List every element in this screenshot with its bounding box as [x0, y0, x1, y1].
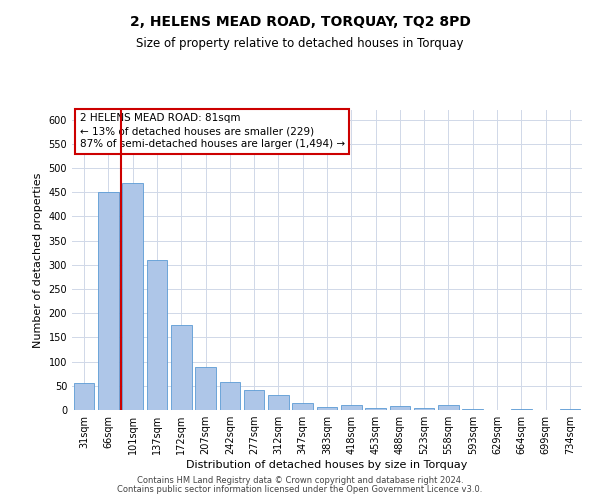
- Text: Size of property relative to detached houses in Torquay: Size of property relative to detached ho…: [136, 38, 464, 51]
- Bar: [511, 408, 532, 410]
- Bar: [122, 182, 143, 410]
- Y-axis label: Number of detached properties: Number of detached properties: [33, 172, 43, 348]
- Bar: [292, 402, 313, 410]
- Bar: [244, 390, 265, 410]
- Bar: [317, 406, 337, 410]
- Bar: [268, 394, 289, 410]
- Text: 2 HELENS MEAD ROAD: 81sqm
← 13% of detached houses are smaller (229)
87% of semi: 2 HELENS MEAD ROAD: 81sqm ← 13% of detac…: [80, 113, 345, 150]
- Text: 2, HELENS MEAD ROAD, TORQUAY, TQ2 8PD: 2, HELENS MEAD ROAD, TORQUAY, TQ2 8PD: [130, 15, 470, 29]
- Text: Contains HM Land Registry data © Crown copyright and database right 2024.: Contains HM Land Registry data © Crown c…: [137, 476, 463, 485]
- Text: Contains public sector information licensed under the Open Government Licence v3: Contains public sector information licen…: [118, 485, 482, 494]
- X-axis label: Distribution of detached houses by size in Torquay: Distribution of detached houses by size …: [187, 460, 467, 470]
- Bar: [438, 405, 459, 410]
- Bar: [560, 408, 580, 410]
- Bar: [389, 406, 410, 410]
- Bar: [98, 192, 119, 410]
- Bar: [146, 260, 167, 410]
- Bar: [365, 408, 386, 410]
- Bar: [220, 382, 240, 410]
- Bar: [195, 368, 216, 410]
- Bar: [171, 326, 191, 410]
- Bar: [414, 408, 434, 410]
- Bar: [463, 409, 483, 410]
- Bar: [341, 405, 362, 410]
- Bar: [74, 384, 94, 410]
